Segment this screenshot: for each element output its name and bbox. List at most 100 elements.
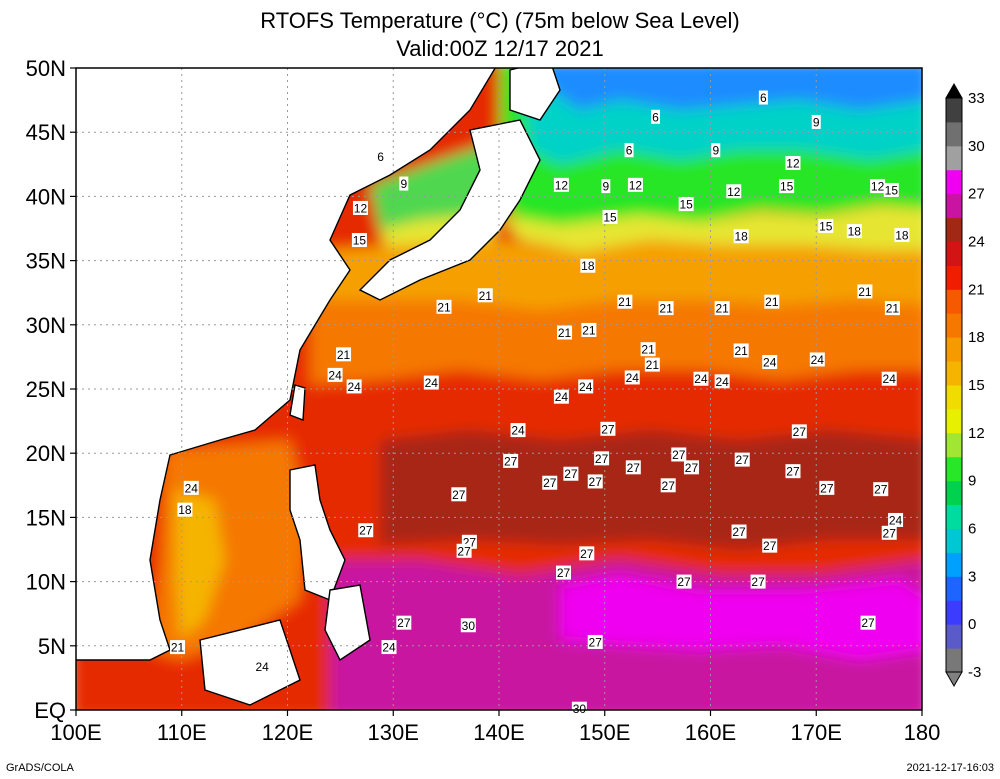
colorbar-tick-label: 21 bbox=[968, 281, 985, 298]
graticule bbox=[76, 68, 922, 710]
contour-label: 27 bbox=[660, 478, 676, 493]
colorbar-swatch bbox=[946, 361, 962, 386]
contour-label-bg bbox=[733, 229, 749, 244]
contour-label-bg bbox=[336, 347, 352, 362]
contour-label: 30 bbox=[571, 701, 587, 716]
colorbar-swatch bbox=[946, 121, 962, 147]
contour-label-bg bbox=[460, 618, 476, 633]
contour-label-bg bbox=[579, 546, 595, 561]
contour-label-text: 27 bbox=[874, 483, 888, 497]
contour-label-bg bbox=[358, 523, 374, 538]
colorbar-swatch bbox=[946, 456, 962, 482]
contour-label-bg bbox=[660, 478, 676, 493]
contour-label: 27 bbox=[451, 487, 467, 502]
contour-label-bg bbox=[624, 370, 640, 385]
contour-label-bg bbox=[676, 574, 692, 589]
contour-label-text: 24 bbox=[347, 380, 361, 394]
contour-label: 9 bbox=[601, 179, 611, 194]
colorbar-tick-label: 3 bbox=[968, 568, 976, 585]
lon-tick-label: 130E bbox=[368, 720, 419, 745]
contour-label-bg bbox=[351, 233, 367, 248]
contour-label: 27 bbox=[785, 464, 801, 479]
contour-label-bg bbox=[883, 182, 899, 197]
contour-label-bg bbox=[587, 634, 603, 649]
contour-label-bg bbox=[376, 149, 386, 164]
contour-label: 15 bbox=[602, 209, 618, 224]
contour-label-text: 27 bbox=[820, 481, 834, 495]
contour-label: 27 bbox=[587, 634, 603, 649]
colorbar: -3 0 3 6 9 12 15 18 21 24 27 30 33 bbox=[945, 82, 985, 688]
colorbar-tick-label: -3 bbox=[968, 664, 981, 681]
lat-tick-label: 30N bbox=[26, 313, 66, 338]
contour-label-bg bbox=[818, 218, 834, 233]
contour-label-bg bbox=[791, 424, 807, 439]
colorbar-tick-label: 12 bbox=[968, 425, 985, 442]
contour-label-text: 27 bbox=[861, 616, 875, 630]
contour-label: 21 bbox=[733, 343, 749, 358]
landmasses bbox=[76, 68, 561, 706]
contour-label: 6 bbox=[624, 143, 634, 158]
contour-label: 27 bbox=[671, 447, 687, 462]
colorbar-swatch bbox=[946, 289, 962, 314]
contour-label-text: 12 bbox=[727, 185, 741, 199]
colorbar-swatch bbox=[946, 552, 962, 577]
contour-label: 27 bbox=[750, 574, 766, 589]
contour-label-text: 21 bbox=[886, 302, 900, 316]
contour-label-text: 27 bbox=[504, 454, 518, 468]
contour-label: 21 bbox=[617, 294, 633, 309]
contour-label: 24 bbox=[254, 659, 270, 674]
colorbar-swatch bbox=[946, 480, 962, 506]
contour-label-bg bbox=[658, 301, 674, 316]
timestamp-text: 2021-12-17-16:03 bbox=[906, 762, 994, 774]
contour-label-text: 6 bbox=[377, 150, 384, 164]
colorbar-swatch bbox=[946, 528, 962, 553]
lat-tick-label: 50N bbox=[26, 56, 66, 81]
contour-label-text: 6 bbox=[652, 110, 659, 124]
contour-label-bg bbox=[254, 659, 270, 674]
contour-label: 15 bbox=[883, 182, 899, 197]
contour-label-text: 18 bbox=[848, 225, 862, 239]
contour-label-text: 24 bbox=[555, 390, 569, 404]
contour-label-text: 21 bbox=[558, 326, 572, 340]
contour-label-bg bbox=[346, 379, 362, 394]
contour-label-text: 9 bbox=[602, 180, 609, 194]
contour-label-bg bbox=[714, 374, 730, 389]
contour-label-text: 27 bbox=[763, 539, 777, 553]
contour-label-text: 15 bbox=[603, 210, 617, 224]
temperature-field bbox=[76, 68, 922, 710]
contour-label-bg bbox=[600, 421, 616, 436]
contour-label-bg bbox=[785, 464, 801, 479]
contour-label-bg bbox=[170, 640, 186, 655]
contour-label-text: 21 bbox=[858, 285, 872, 299]
contour-label-text: 27 bbox=[457, 544, 471, 558]
contour-label: 18 bbox=[580, 258, 596, 273]
contour-label: 24 bbox=[423, 375, 439, 390]
contour-label-text: 27 bbox=[589, 475, 603, 489]
lat-tick-label: 45N bbox=[26, 120, 66, 145]
contour-label: 21 bbox=[644, 357, 660, 372]
contour-label: 27 bbox=[503, 453, 519, 468]
contour-label: 21 bbox=[857, 284, 873, 299]
contour-label-bg bbox=[758, 90, 768, 105]
contour-label-bg bbox=[888, 512, 904, 527]
contour-label-bg bbox=[762, 355, 778, 370]
colorbar-swatch bbox=[946, 337, 962, 362]
lat-tick-label: EQ bbox=[34, 698, 66, 723]
colorbar-tick-label: 18 bbox=[968, 329, 985, 346]
contour-label-bg bbox=[860, 615, 876, 630]
lat-tick-label: 35N bbox=[26, 249, 66, 274]
latitude-axis: EQ 5N 10N 15N 20N 25N 30N 35N 40N 45N 50N bbox=[26, 56, 76, 723]
contour-label-text: 21 bbox=[646, 358, 660, 372]
contour-label: 27 bbox=[542, 475, 558, 490]
contour-label-bg bbox=[711, 143, 721, 158]
contour-label: 12 bbox=[352, 200, 368, 215]
contour-label-text: 27 bbox=[627, 461, 641, 475]
contour-label-bg bbox=[456, 543, 472, 558]
contour-label-text: 24 bbox=[889, 513, 903, 527]
longitude-axis: 100E 110E 120E 130E 140E 150E 160E 170E 180 bbox=[50, 710, 940, 745]
colorbar-swatch bbox=[946, 385, 962, 410]
colorbar-tick-label: 33 bbox=[968, 90, 985, 107]
contour-label-text: 12 bbox=[354, 201, 368, 215]
contour-label-bg bbox=[423, 375, 439, 390]
contour-label: 27 bbox=[819, 480, 835, 495]
